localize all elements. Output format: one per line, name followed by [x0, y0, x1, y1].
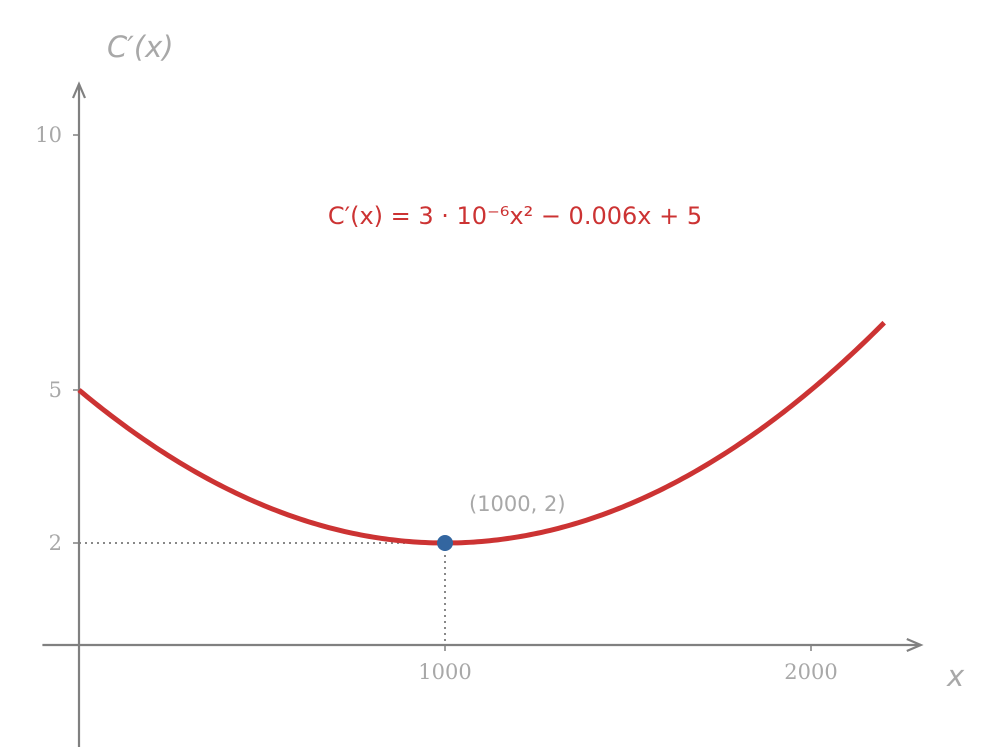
- series-layer: [77, 320, 886, 546]
- minimum-point-marker: [437, 535, 453, 551]
- y-axis-arrow-icon: [71, 81, 87, 99]
- equation-label: C′(x) = 3 · 10⁻⁶x² − 0.006x + 5: [328, 202, 702, 230]
- annotation-layer: [437, 535, 453, 551]
- x-tick-label: 2000: [784, 660, 837, 684]
- y-tick-label: 2: [49, 531, 62, 555]
- x-axis-arrow-icon: [906, 637, 924, 653]
- axes: [42, 81, 924, 747]
- y-axis-label: C′(x): [107, 30, 174, 64]
- series-line: [77, 320, 886, 546]
- y-tick-label: 5: [49, 378, 62, 402]
- x-axis-label: x: [946, 659, 965, 693]
- guide-lines: [79, 542, 446, 645]
- minimum-point-label: (1000, 2): [469, 492, 566, 516]
- x-tick-label: 1000: [418, 660, 471, 684]
- ticks: 1000 2000 2 5 10: [35, 123, 837, 684]
- y-tick-label: 10: [35, 123, 62, 147]
